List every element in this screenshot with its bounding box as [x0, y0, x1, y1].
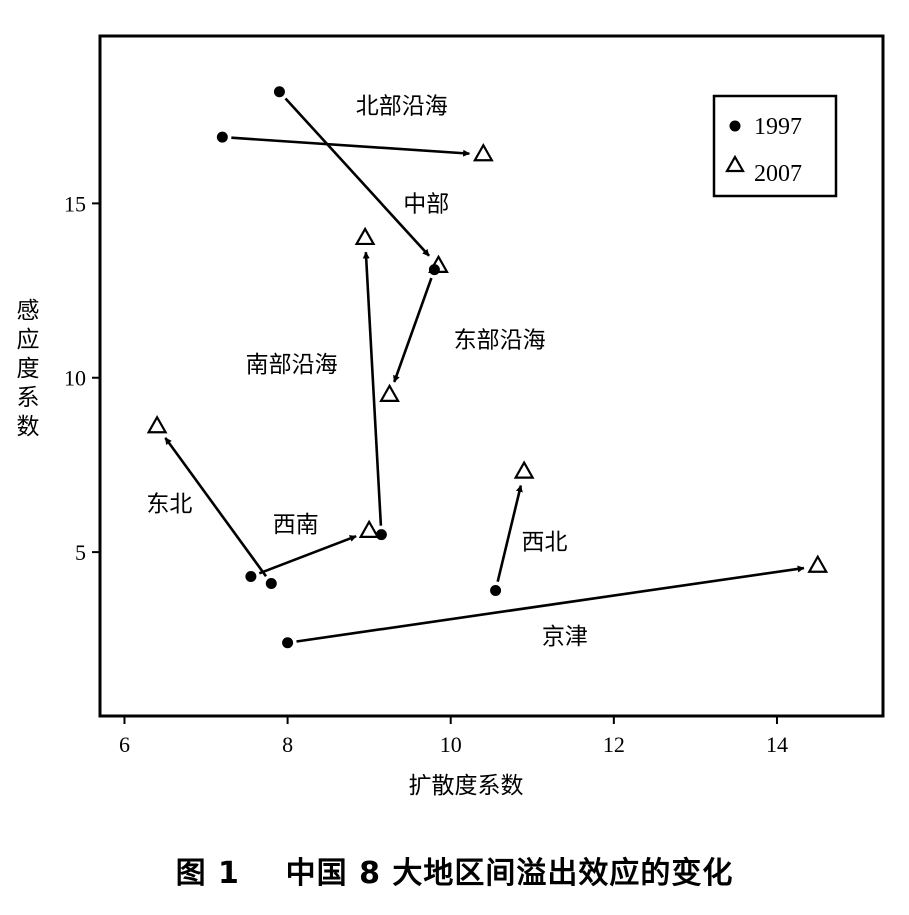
region-label-0: 北部沿海 [356, 94, 448, 120]
x-tick-label-6: 6 [119, 732, 130, 757]
point-1997-6 [490, 584, 502, 596]
legend-box [712, 94, 838, 198]
arrow-5 [258, 534, 357, 575]
region-label-1: 中部 [403, 191, 449, 217]
y-tick-label-15: 15 [64, 191, 86, 216]
x-axis: 6 8 10 12 14 [119, 716, 788, 757]
arrow-3 [362, 251, 383, 526]
x-tick-label-14: 14 [766, 732, 788, 757]
point-2007-0 [472, 143, 494, 162]
region-label-4: 东北 [146, 491, 192, 517]
point-1997-0 [216, 131, 228, 143]
arrow-0 [231, 136, 471, 157]
arrow-2 [393, 277, 433, 383]
arrow-4 [164, 437, 268, 577]
y-tick-label-5: 5 [75, 540, 86, 565]
arrow-6 [496, 484, 523, 583]
arrow-7 [296, 565, 805, 643]
x-tick-label-10: 10 [440, 732, 462, 757]
legend-2007-marker [725, 154, 745, 173]
data-points [146, 86, 829, 649]
legend-1997-label: 1997 [754, 114, 802, 140]
region-label-7: 京津 [542, 624, 588, 650]
point-1997-5 [245, 571, 257, 583]
point-1997-2 [428, 264, 440, 276]
point-2007-4 [146, 415, 168, 434]
x-axis-title: 扩散度系数 [409, 773, 524, 799]
point-2007-3 [354, 226, 376, 246]
y-tick-label-10: 10 [64, 366, 86, 391]
legend-1997-marker [729, 120, 741, 132]
arrow-1 [284, 97, 431, 257]
x-tick-label-12: 12 [603, 732, 625, 757]
point-2007-5 [358, 519, 380, 538]
point-2007-7 [807, 554, 829, 573]
y-axis: 5 10 15 [64, 191, 100, 565]
point-1997-1 [273, 86, 285, 98]
y-axis-title: 感应度系数 [17, 298, 40, 440]
point-1997-7 [282, 637, 294, 649]
region-label-5: 西南 [273, 512, 319, 538]
region-arrows [164, 97, 805, 643]
legend-2007-label: 2007 [754, 161, 802, 187]
y-axis-title: 感应度系数 [17, 298, 40, 440]
region-label-3: 南部沿海 [246, 352, 338, 378]
region-label-2: 东部沿海 [454, 327, 546, 353]
point-2007-2 [379, 383, 400, 402]
figure-caption: 图 1 中国 8 大地区间溢出效应的变化 [175, 856, 734, 891]
legend: 1997 2007 [712, 94, 838, 198]
plot-frame [98, 34, 885, 718]
point-2007-6 [513, 460, 535, 479]
point-1997-4 [265, 577, 277, 589]
x-tick-label-8: 8 [282, 732, 293, 757]
region-label-6: 西北 [522, 530, 568, 556]
